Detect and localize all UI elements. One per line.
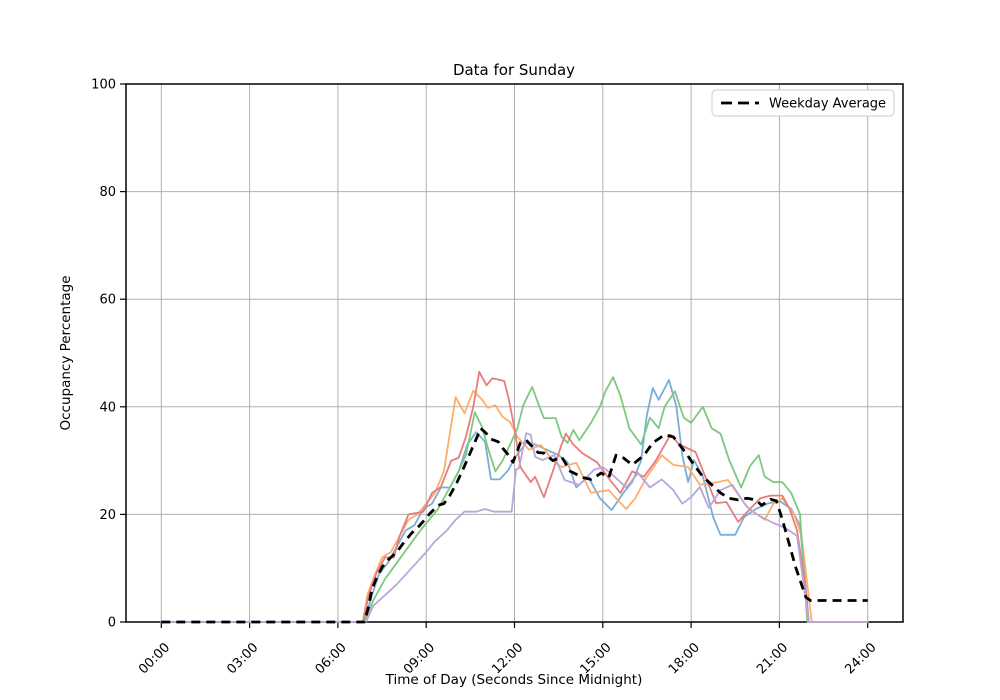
day-line-green [160, 376, 869, 623]
x-tick-label: 24:00 [842, 640, 879, 677]
legend-label: Weekday Average [769, 97, 886, 112]
x-tick-label: 06:00 [313, 640, 350, 677]
y-tick-label: 0 [108, 616, 116, 631]
y-tick-label: 20 [99, 508, 116, 523]
y-tick-label: 80 [99, 185, 116, 200]
y-tick-label: 60 [99, 293, 116, 308]
y-tick-label: 100 [91, 78, 116, 93]
weekday-average-line [161, 426, 868, 624]
x-axis-label: Time of Day (Seconds Since Midnight) [385, 672, 643, 688]
legend: Weekday Average [711, 89, 895, 117]
y-tick-label: 40 [99, 400, 116, 415]
x-tick-label: 00:00 [136, 640, 173, 677]
x-tick-label: 21:00 [754, 640, 791, 677]
chart-title: Data for Sunday [453, 61, 575, 79]
day-line-purple [160, 432, 869, 623]
tick-layer: 00:00 03:00 06:00 09:00 12:00 15:00 18:00 21:00… [91, 78, 879, 678]
x-tick-label: 03:00 [224, 640, 261, 677]
x-tick-label: 18:00 [666, 640, 703, 677]
legend-box [711, 89, 895, 117]
series-layer [160, 370, 869, 624]
y-axis-label: Occupancy Percentage [58, 275, 74, 430]
grid-layer [126, 83, 903, 623]
day-line-red [160, 370, 869, 623]
